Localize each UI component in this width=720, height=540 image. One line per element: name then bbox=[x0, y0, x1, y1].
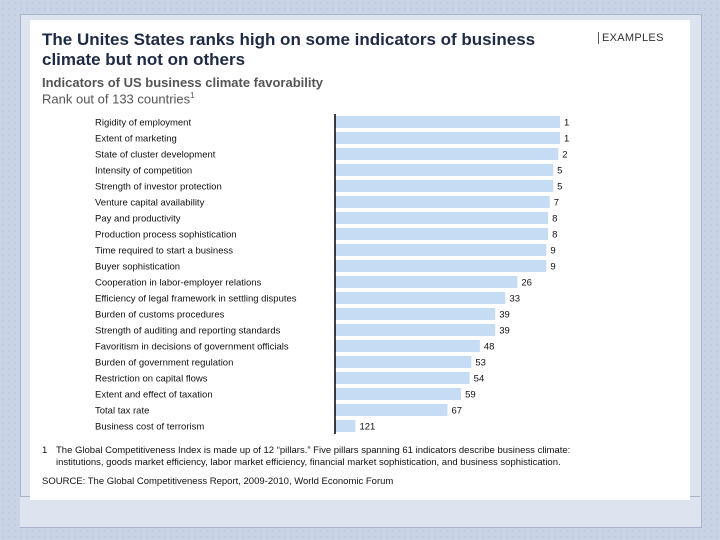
bar bbox=[335, 420, 356, 432]
value-label: 59 bbox=[465, 390, 476, 401]
bar bbox=[335, 260, 547, 272]
chart-title: Indicators of US business climate favora… bbox=[42, 75, 324, 90]
category-label: Production process sophistication bbox=[95, 230, 237, 241]
category-label: State of cluster development bbox=[95, 150, 216, 161]
category-label: Cooperation in labor-employer relations bbox=[95, 278, 262, 289]
chart-subtitle-text: Rank out of 133 countries bbox=[42, 91, 191, 107]
footnote-text-1: The Global Competitiveness Index is made… bbox=[56, 445, 571, 456]
category-label: Venture capital availability bbox=[95, 198, 205, 209]
value-label: 33 bbox=[509, 294, 520, 305]
bar-chart: Rigidity of employment 1 Extent of marketi… bbox=[95, 114, 569, 434]
bar bbox=[335, 292, 506, 304]
category-label: Extent of marketing bbox=[95, 134, 177, 145]
bar bbox=[335, 228, 549, 240]
value-label: 67 bbox=[452, 406, 463, 417]
bar bbox=[335, 276, 518, 288]
value-label: 8 bbox=[552, 214, 557, 225]
category-label: Business cost of terrorism bbox=[95, 422, 204, 433]
category-label: Burden of government regulation bbox=[95, 358, 233, 369]
category-label: Extent and effect of taxation bbox=[95, 390, 213, 401]
value-label: 2 bbox=[562, 150, 567, 161]
value-label: 48 bbox=[484, 342, 495, 353]
value-label: 54 bbox=[474, 374, 485, 385]
bottom-strip bbox=[20, 496, 700, 527]
value-label: 1 bbox=[564, 134, 569, 145]
bar bbox=[335, 340, 480, 352]
value-label: 26 bbox=[521, 278, 532, 289]
bar bbox=[335, 356, 472, 368]
category-label: Strength of investor protection bbox=[95, 182, 222, 193]
bar bbox=[335, 324, 496, 336]
value-label: 5 bbox=[557, 166, 562, 177]
bar bbox=[335, 148, 559, 160]
category-label: Efficiency of legal framework in settlin… bbox=[95, 294, 297, 305]
bar bbox=[335, 404, 448, 416]
category-label: Time required to start a business bbox=[95, 246, 233, 257]
value-label: 39 bbox=[499, 326, 510, 337]
category-label: Buyer sophistication bbox=[95, 262, 180, 273]
chart-subtitle: Rank out of 133 countries1 bbox=[42, 91, 195, 106]
bar bbox=[335, 372, 470, 384]
slide-title: The Unites States ranks high on some ind… bbox=[42, 30, 536, 69]
value-label: 8 bbox=[552, 230, 557, 241]
bar bbox=[335, 244, 547, 256]
value-label: 53 bbox=[475, 358, 486, 369]
subtitle-footnote-marker: 1 bbox=[190, 91, 195, 100]
value-label: 7 bbox=[554, 198, 559, 209]
source-note: SOURCE: The Global Competitiveness Repor… bbox=[42, 476, 394, 487]
value-label: 5 bbox=[557, 182, 562, 193]
value-label: 9 bbox=[550, 262, 555, 273]
category-label: Burden of customs procedures bbox=[95, 310, 225, 321]
slide: The Unites States ranks high on some ind… bbox=[30, 20, 690, 500]
footnote-marker: 1 bbox=[42, 445, 48, 456]
value-label: 9 bbox=[550, 246, 555, 257]
category-label: Restriction on capital flows bbox=[95, 374, 208, 385]
bar bbox=[335, 388, 462, 400]
bar bbox=[335, 180, 554, 192]
footnote-line-2: institutions, goods market efficiency, l… bbox=[56, 457, 561, 468]
category-label: Strength of auditing and reporting stand… bbox=[95, 326, 281, 337]
bar bbox=[335, 196, 550, 208]
value-label: 121 bbox=[359, 422, 375, 433]
category-label: Intensity of competition bbox=[95, 166, 192, 177]
value-label: 1 bbox=[564, 118, 569, 129]
bar bbox=[335, 116, 560, 128]
bar bbox=[335, 212, 549, 224]
bar bbox=[335, 308, 496, 320]
examples-label: EXAMPLES bbox=[598, 32, 664, 44]
category-label: Rigidity of employment bbox=[95, 118, 191, 129]
category-label: Pay and productivity bbox=[95, 214, 181, 225]
bar bbox=[335, 132, 560, 144]
footnote: 1 The Global Competitiveness Index is mad… bbox=[42, 445, 672, 469]
footnote-line-1: 1 The Global Competitiveness Index is mad… bbox=[42, 445, 672, 457]
bar bbox=[335, 164, 554, 176]
category-label: Favoritism in decisions of government of… bbox=[95, 342, 289, 353]
value-label: 39 bbox=[499, 310, 510, 321]
category-label: Total tax rate bbox=[95, 406, 149, 417]
